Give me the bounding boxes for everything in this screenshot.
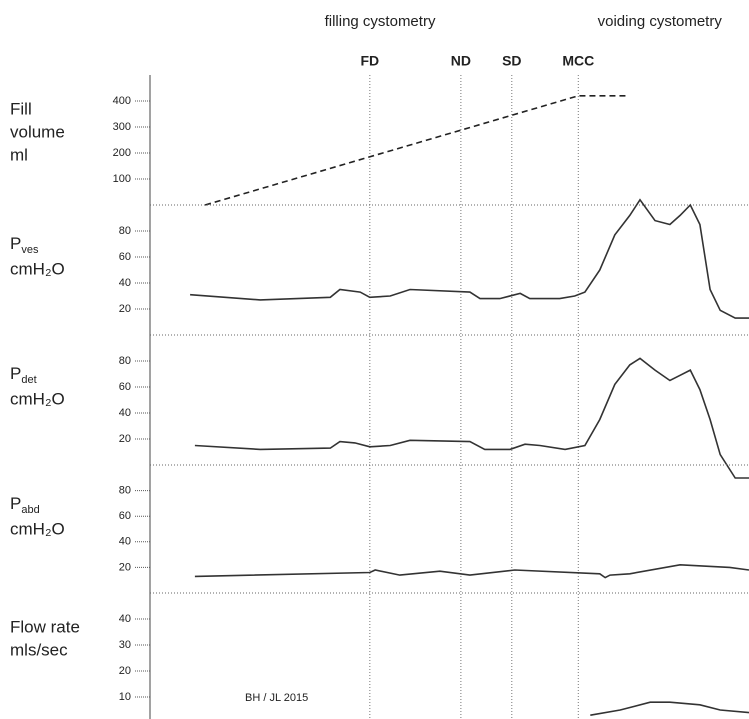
y-tick-label: 80 <box>119 485 131 497</box>
y-tick-label: 20 <box>119 665 131 677</box>
y-tick-label: 80 <box>119 355 131 367</box>
subscript: det <box>21 374 36 386</box>
phase-label: filling cystometry <box>325 13 436 30</box>
panel-label: Fill <box>10 99 32 118</box>
panel-label: Flow rate <box>10 617 80 636</box>
subscript: ves <box>21 244 39 256</box>
panel-label: Pves <box>10 234 39 255</box>
y-tick-label: 400 <box>113 95 131 107</box>
panel-unit: cmH₂O <box>10 519 65 538</box>
y-tick-label: 300 <box>113 121 131 133</box>
y-tick-label: 10 <box>119 691 131 703</box>
panel-label: ml <box>10 145 28 164</box>
trace <box>590 701 749 716</box>
phase-label: voiding cystometry <box>598 13 723 30</box>
y-tick-label: 20 <box>119 433 131 445</box>
panel-label: volume <box>10 122 65 141</box>
y-tick-label: 60 <box>119 381 131 393</box>
y-tick-label: 40 <box>119 536 131 548</box>
trace <box>190 198 749 319</box>
y-tick-label: 40 <box>119 613 131 625</box>
event-label: FD <box>360 53 379 69</box>
panel-unit: cmH₂O <box>10 389 65 408</box>
y-tick-label: 20 <box>119 303 131 315</box>
symbol: P <box>10 234 21 253</box>
event-label: ND <box>451 53 471 69</box>
symbol: P <box>10 494 21 513</box>
event-label: SD <box>502 53 521 69</box>
y-tick-label: 80 <box>119 225 131 237</box>
panel-label: Pdet <box>10 364 37 385</box>
y-tick-label: 20 <box>119 561 131 573</box>
y-tick-label: 60 <box>119 510 131 522</box>
y-tick-label: 200 <box>113 147 131 159</box>
trace <box>204 95 630 206</box>
symbol: P <box>10 364 21 383</box>
event-label: MCC <box>562 53 594 69</box>
y-tick-label: 40 <box>119 277 131 289</box>
trace <box>194 563 749 579</box>
y-tick-label: 40 <box>119 407 131 419</box>
y-tick-label: 60 <box>119 251 131 263</box>
y-tick-label: 100 <box>113 173 131 185</box>
panel-label: mls/sec <box>10 640 68 659</box>
subscript: abd <box>21 504 39 516</box>
panel-label: Pabd <box>10 494 40 515</box>
trace <box>194 357 749 479</box>
y-tick-label: 30 <box>119 639 131 651</box>
credit: BH / JL 2015 <box>245 692 308 704</box>
panel-unit: cmH₂O <box>10 259 65 278</box>
